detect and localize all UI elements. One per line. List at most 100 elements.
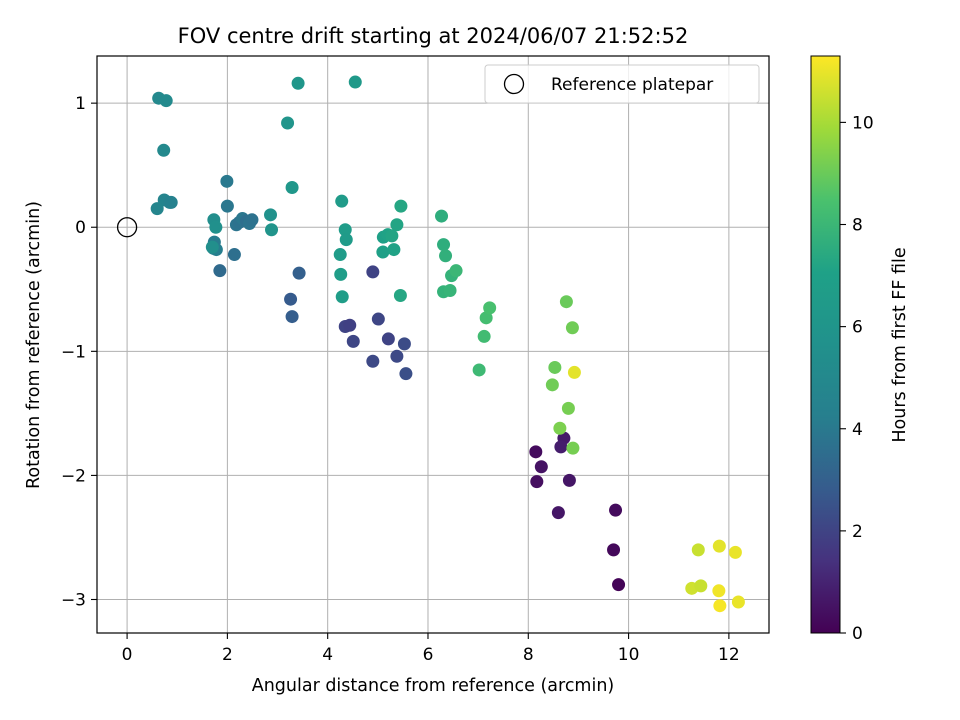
x-axis-ticks: 0 2 4 6 8 10 12 bbox=[122, 633, 740, 665]
data-point bbox=[150, 202, 164, 216]
y-tick-label: −2 bbox=[61, 466, 86, 486]
data-point bbox=[390, 218, 404, 232]
data-point bbox=[285, 310, 299, 324]
plot-frame bbox=[96, 55, 770, 634]
data-point bbox=[291, 76, 305, 90]
colorbar-tick-label: 4 bbox=[852, 420, 863, 440]
data-point bbox=[387, 243, 401, 257]
data-point bbox=[548, 360, 562, 374]
y-axis-title: Rotation from reference (arcmin) bbox=[24, 201, 44, 489]
data-point bbox=[691, 543, 705, 557]
chart-title: FOV centre drift starting at 2024/06/07 … bbox=[178, 24, 689, 48]
data-point bbox=[437, 238, 451, 252]
data-point bbox=[534, 460, 548, 474]
data-point bbox=[381, 332, 395, 346]
data-point bbox=[338, 223, 352, 237]
colorbar-tick-label: 0 bbox=[852, 624, 863, 644]
data-point bbox=[366, 265, 380, 279]
data-point bbox=[731, 595, 745, 609]
colorbar-ticks: 0 2 4 6 8 10 bbox=[840, 113, 874, 644]
data-point bbox=[394, 199, 408, 213]
data-point bbox=[449, 264, 463, 278]
data-points bbox=[150, 75, 745, 613]
data-point bbox=[334, 267, 348, 281]
data-point bbox=[545, 378, 559, 392]
data-point bbox=[390, 349, 404, 363]
data-point bbox=[371, 312, 385, 326]
data-point bbox=[529, 445, 543, 459]
legend-reference-label: Reference platepar bbox=[551, 75, 713, 95]
legend-box bbox=[484, 64, 760, 104]
x-tick-label: 2 bbox=[222, 645, 233, 665]
data-point bbox=[335, 290, 349, 304]
reference-marker-layer bbox=[116, 217, 138, 238]
data-point bbox=[479, 311, 493, 325]
y-tick-label: −3 bbox=[61, 590, 86, 610]
data-point bbox=[567, 365, 581, 379]
data-point bbox=[285, 181, 299, 195]
data-point bbox=[530, 475, 544, 489]
x-axis-title: Angular distance from reference (arcmin) bbox=[252, 676, 615, 696]
colorbar-tick-label: 6 bbox=[852, 318, 863, 338]
y-axis-ticks: 1 0 −1 −2 −3 bbox=[61, 94, 97, 610]
y-tick-label: 0 bbox=[75, 218, 86, 238]
colorbar-tick-label: 8 bbox=[852, 216, 863, 236]
data-point bbox=[559, 295, 573, 309]
data-point bbox=[399, 367, 413, 381]
x-tick-label: 6 bbox=[423, 645, 434, 665]
data-point bbox=[333, 248, 347, 262]
data-point bbox=[607, 543, 621, 557]
legend-reference-marker-icon bbox=[503, 73, 525, 95]
data-point bbox=[284, 292, 298, 306]
data-point bbox=[712, 584, 726, 598]
data-point bbox=[346, 334, 360, 348]
data-point bbox=[612, 578, 626, 592]
data-point bbox=[339, 233, 353, 247]
data-point bbox=[472, 363, 486, 377]
data-point bbox=[205, 240, 219, 254]
data-point bbox=[157, 143, 171, 157]
data-point bbox=[264, 208, 278, 222]
data-point bbox=[443, 284, 457, 298]
legend: Reference platepar bbox=[484, 64, 760, 104]
data-point bbox=[343, 318, 357, 332]
data-point bbox=[439, 249, 453, 263]
colorbar-tick-label: 10 bbox=[852, 113, 874, 133]
y-tick-label: −1 bbox=[61, 342, 86, 362]
x-tick-label: 4 bbox=[322, 645, 333, 665]
reference-platepar-marker bbox=[116, 217, 138, 238]
data-point bbox=[435, 209, 449, 223]
x-tick-label: 12 bbox=[718, 645, 740, 665]
data-point bbox=[220, 174, 234, 188]
data-point bbox=[712, 539, 726, 553]
data-point bbox=[209, 220, 223, 234]
x-tick-label: 8 bbox=[523, 645, 534, 665]
data-point bbox=[245, 213, 259, 227]
colorbar-tick-label: 2 bbox=[852, 522, 863, 542]
data-point bbox=[566, 441, 580, 455]
x-tick-label: 10 bbox=[618, 645, 640, 665]
grid-lines bbox=[97, 56, 769, 633]
data-point bbox=[265, 223, 279, 237]
colorbar-gradient bbox=[810, 55, 841, 634]
data-point bbox=[335, 194, 349, 208]
x-tick-label: 0 bbox=[122, 645, 133, 665]
data-point bbox=[376, 245, 390, 259]
data-point bbox=[393, 288, 407, 302]
data-point bbox=[562, 473, 576, 487]
data-point bbox=[551, 506, 565, 520]
data-point bbox=[609, 503, 623, 517]
data-point bbox=[281, 116, 295, 130]
colorbar-title: Hours from first FF file bbox=[890, 247, 910, 442]
data-point bbox=[159, 94, 173, 108]
data-point bbox=[164, 195, 178, 209]
data-point bbox=[220, 199, 234, 213]
data-point bbox=[397, 337, 411, 351]
y-tick-label: 1 bbox=[75, 94, 86, 114]
data-point bbox=[366, 354, 380, 368]
data-point bbox=[561, 401, 575, 415]
data-point bbox=[565, 321, 579, 335]
colorbar: 0 2 4 6 8 10 Hours from first FF file bbox=[810, 55, 910, 644]
data-point bbox=[694, 579, 708, 593]
